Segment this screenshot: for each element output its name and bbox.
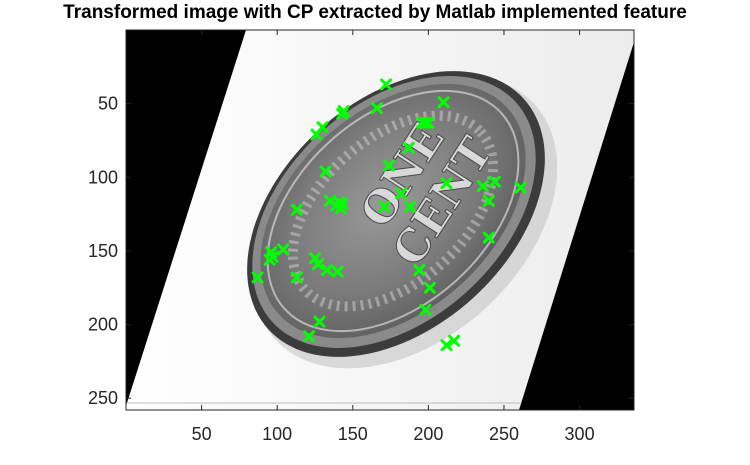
control-point-marker bbox=[395, 187, 408, 200]
control-point-marker bbox=[251, 271, 264, 284]
control-point-marker bbox=[437, 96, 450, 109]
y-tick-label: 200 bbox=[88, 315, 118, 335]
control-point-marker bbox=[402, 141, 415, 154]
control-point-marker bbox=[290, 271, 303, 284]
control-point-marker bbox=[482, 231, 495, 244]
control-point-marker bbox=[419, 116, 432, 129]
control-point-marker bbox=[334, 202, 347, 215]
control-point-marker bbox=[312, 258, 325, 271]
x-tick-label: 200 bbox=[413, 424, 443, 444]
control-point-marker bbox=[440, 177, 453, 190]
x-tick-label: 100 bbox=[262, 424, 292, 444]
control-point-marker bbox=[370, 102, 383, 115]
control-point-marker bbox=[482, 194, 495, 207]
x-tick-label: 300 bbox=[565, 424, 595, 444]
control-point-marker bbox=[423, 281, 436, 294]
control-point-marker bbox=[319, 165, 332, 178]
y-axis: 50 100 150 200 250 bbox=[88, 94, 634, 408]
figure-title: Transformed image with CP extracted by M… bbox=[63, 2, 687, 23]
coin-face bbox=[260, 83, 526, 339]
control-point-marker bbox=[413, 264, 426, 277]
control-point-marker bbox=[440, 339, 453, 352]
y-tick-label: 250 bbox=[88, 388, 118, 408]
control-point-marker bbox=[476, 180, 489, 193]
control-point-marker bbox=[302, 330, 315, 343]
control-point-marker bbox=[514, 181, 527, 194]
control-point-marker bbox=[488, 175, 501, 188]
coin-inner-rim bbox=[266, 89, 520, 333]
control-point-marker bbox=[378, 200, 391, 213]
control-point-marker bbox=[310, 128, 323, 141]
transformed-image: ONE CENT bbox=[126, 30, 634, 410]
y-tick-label: 100 bbox=[88, 167, 118, 187]
control-point-marker bbox=[419, 303, 432, 316]
control-point-marker bbox=[383, 159, 396, 172]
axes-box bbox=[125, 29, 635, 411]
control-point-marker bbox=[331, 265, 344, 278]
control-point-marker bbox=[308, 252, 321, 265]
control-point-marker bbox=[380, 78, 393, 91]
control-point-marker bbox=[313, 315, 326, 328]
x-tick-label: 150 bbox=[338, 424, 368, 444]
control-point-marker bbox=[290, 203, 303, 216]
control-point-marker bbox=[263, 253, 276, 266]
control-point-marker bbox=[448, 334, 461, 347]
y-tick-label: 50 bbox=[98, 94, 118, 114]
x-tick-label: 250 bbox=[489, 424, 519, 444]
control-point-marker bbox=[277, 243, 290, 256]
x-tick-label: 50 bbox=[192, 424, 212, 444]
coin-wreath bbox=[287, 110, 499, 312]
control-points bbox=[251, 78, 527, 352]
control-point-marker bbox=[336, 107, 349, 120]
control-point-marker bbox=[404, 200, 417, 213]
y-tick-label: 150 bbox=[88, 241, 118, 261]
control-point-marker bbox=[321, 264, 334, 277]
control-point-marker bbox=[422, 116, 435, 129]
x-axis: 50 100 150 200 250 300 bbox=[192, 30, 595, 444]
